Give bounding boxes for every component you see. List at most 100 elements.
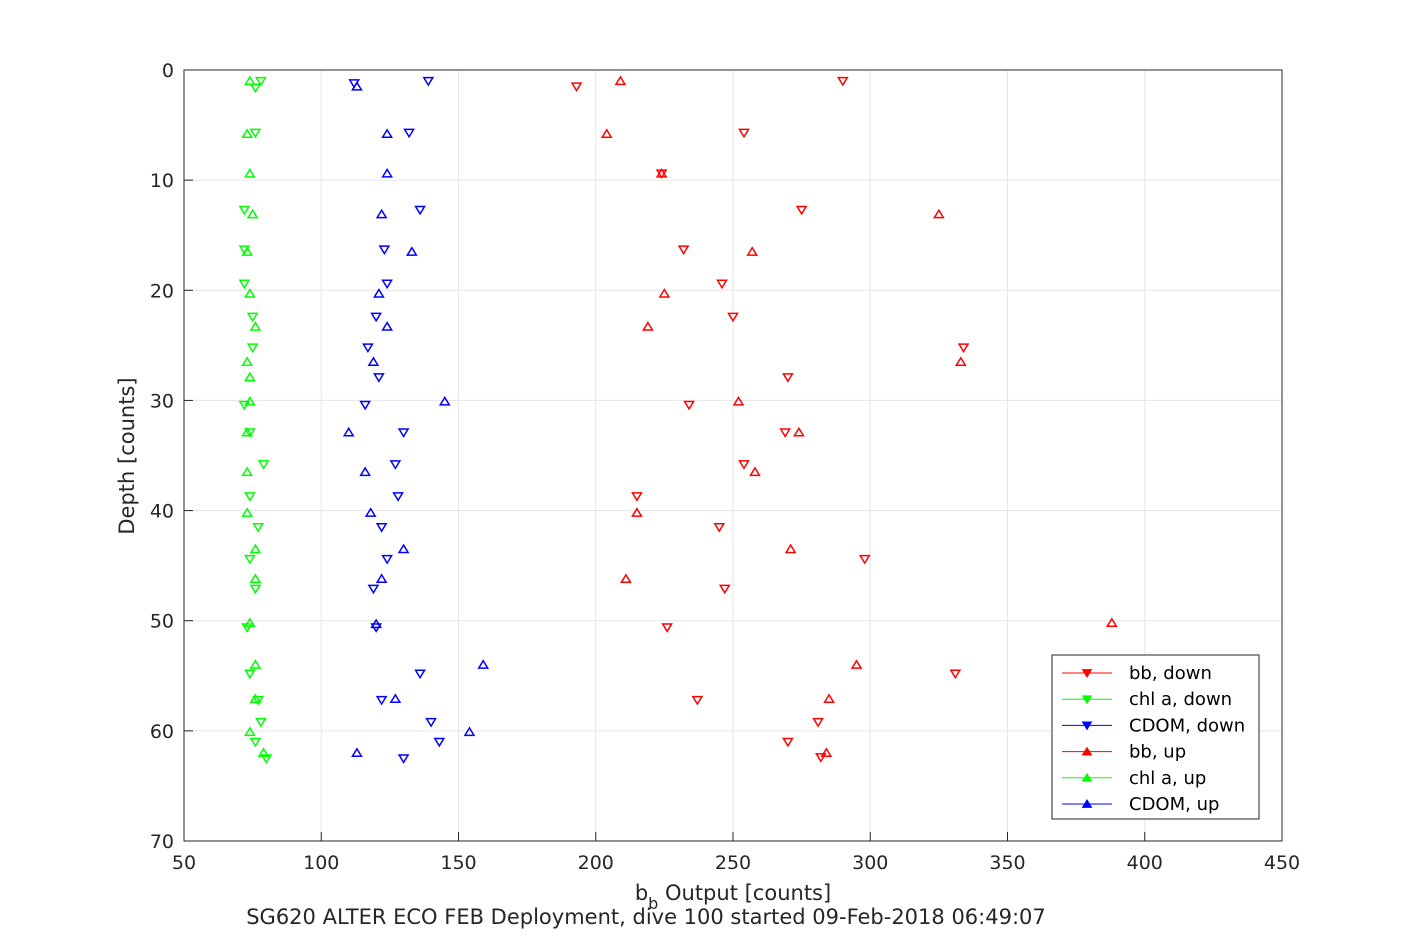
y-tick-label: 10 [150, 170, 174, 192]
point-chl-a-up [257, 747, 270, 758]
point-chl-a-up [241, 466, 253, 477]
point-bb-down [570, 82, 583, 93]
point-bb-up [732, 396, 745, 406]
x-tick-label: 400 [1127, 852, 1163, 874]
y-tick-label: 20 [150, 280, 174, 302]
point-cdom-up [375, 208, 388, 219]
point-cdom-down [375, 695, 388, 706]
point-cdom-down [403, 128, 415, 139]
point-cdom-down [397, 428, 410, 438]
point-chl-a-down [244, 669, 256, 680]
point-bb-up [793, 426, 805, 437]
point-cdom-down [414, 669, 426, 680]
point-cdom-up [389, 693, 402, 704]
point-cdom-up [381, 128, 393, 139]
point-cdom-down [370, 312, 382, 323]
legend-label: CDOM, down [1129, 715, 1245, 736]
legend-marker [1081, 695, 1093, 705]
point-chl-a-down [252, 695, 264, 706]
point-bb-up [614, 75, 627, 86]
point-cdom-up [381, 168, 393, 178]
point-bb-down [716, 279, 728, 290]
point-bb-up [823, 693, 835, 704]
point-cdom-up [351, 747, 363, 758]
point-cdom-down [422, 76, 435, 87]
x-tick-label: 100 [303, 852, 339, 874]
point-bb-down [836, 76, 849, 87]
point-cdom-down [375, 522, 388, 533]
point-bb-up [1105, 617, 1118, 628]
point-chl-a-down [246, 312, 259, 323]
y-axis: 0 10 20 30 40 50 60 70 [150, 60, 193, 853]
point-bb-down [782, 373, 794, 383]
point-cdom-up [438, 396, 451, 406]
point-chl-a-down [257, 460, 270, 470]
point-bb-down [779, 428, 791, 438]
point-bb-down [718, 584, 731, 595]
point-bb-up [850, 659, 863, 669]
x-axis-label: bb Output [counts] [635, 881, 831, 913]
point-cdom-down [378, 245, 391, 256]
point-bb-up [658, 288, 671, 298]
data-markers [238, 75, 1118, 764]
y-tick-label: 0 [162, 60, 174, 82]
point-chl-a-up [249, 659, 262, 669]
point-bb-down [677, 245, 690, 256]
point-chl-a-up [249, 543, 262, 554]
point-chl-a-up [244, 75, 256, 86]
point-cdom-up [406, 246, 418, 256]
legend-label: chl a, down [1129, 689, 1232, 710]
point-chl-a-down [244, 428, 256, 438]
point-bb-up [642, 321, 654, 331]
point-bb-up [749, 466, 761, 477]
point-cdom-up [463, 726, 476, 737]
point-chl-a-up [249, 573, 262, 583]
point-bb-down [713, 522, 726, 533]
x-tick-label: 250 [715, 852, 751, 874]
y-tick-label: 60 [150, 721, 174, 743]
point-cdom-down [359, 400, 372, 411]
point-bb-down [738, 128, 750, 139]
point-cdom-down [433, 737, 446, 748]
legend-marker [1081, 772, 1093, 782]
point-chl-a-down [255, 717, 267, 728]
legend-label: bb, up [1129, 742, 1186, 763]
point-cdom-up [373, 288, 385, 298]
point-bb-down [691, 695, 704, 706]
point-chl-a-up [244, 168, 256, 178]
point-chl-a-down [252, 522, 264, 533]
point-cdom-down [425, 717, 437, 728]
x-tick-label: 350 [989, 852, 1025, 874]
x-tick-label: 300 [852, 852, 888, 874]
x-tick-label: 150 [440, 852, 476, 874]
point-cdom-down [397, 754, 410, 764]
point-cdom-up [370, 618, 382, 629]
point-cdom-up [477, 659, 490, 669]
point-bb-down [631, 492, 643, 502]
point-cdom-down [373, 373, 385, 383]
point-bb-down [815, 753, 827, 763]
point-bb-down [795, 205, 808, 216]
legend-label: chl a, up [1129, 768, 1206, 789]
point-cdom-down [362, 343, 374, 354]
point-cdom-up [351, 81, 363, 91]
point-bb-up [820, 747, 833, 758]
legend: bb, down chl a, down CDOM, down bb, up chl a… [1051, 654, 1260, 820]
point-bb-down [957, 343, 970, 354]
point-bb-down [949, 669, 962, 680]
point-chl-a-up [246, 208, 259, 219]
point-chl-a-down [249, 737, 262, 748]
y-tick-label: 30 [150, 390, 174, 412]
point-bb-up [746, 246, 759, 256]
point-bb-down [738, 460, 750, 470]
point-cdom-up [359, 466, 372, 477]
point-chl-a-up [244, 288, 256, 298]
point-bb-up [655, 168, 668, 178]
point-chl-a-down [244, 554, 256, 565]
point-chl-a-down [255, 76, 267, 87]
point-bb-down [858, 554, 871, 565]
point-cdom-up [381, 321, 393, 331]
y-tick-label: 50 [150, 611, 174, 633]
point-chl-a-up [241, 426, 253, 437]
